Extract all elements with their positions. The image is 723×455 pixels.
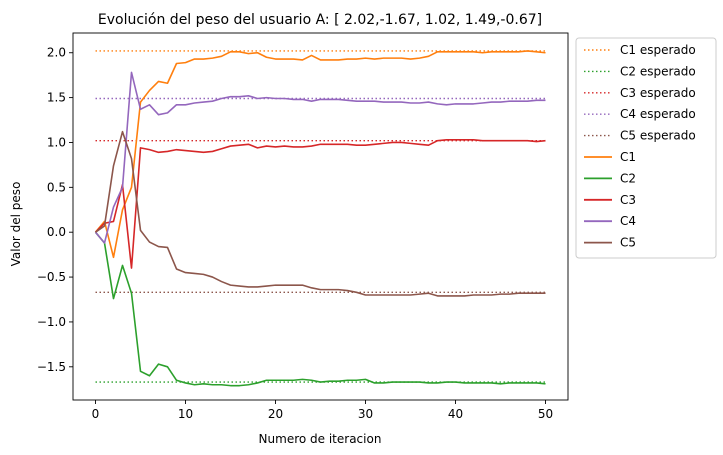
y-tick-label: 2.0 (47, 46, 66, 60)
series-lines (94, 50, 546, 387)
y-tick-label: 1.5 (47, 91, 66, 105)
legend-label: C1 esperado (620, 43, 696, 57)
y-tick-label: −1.5 (37, 360, 66, 374)
series-line-c5 (95, 130, 546, 297)
y-tick-label: 1.0 (47, 135, 66, 149)
x-tick-label: 0 (92, 407, 100, 421)
legend-label: C4 (620, 214, 636, 228)
x-tick-label: 30 (358, 407, 373, 421)
legend-label: C4 esperado (620, 107, 696, 121)
x-tick-label: 10 (178, 407, 193, 421)
x-tick-label: 50 (538, 407, 553, 421)
y-tick-label: 0.5 (47, 180, 66, 194)
y-axis-label: Valor del peso (9, 182, 23, 267)
series-line-c1 (94, 50, 546, 259)
x-tick-label: 20 (268, 407, 283, 421)
series-line-c2 (94, 231, 546, 387)
legend-label: C2 esperado (620, 64, 696, 78)
series-line-c4 (94, 71, 546, 244)
legend-label: C5 (620, 236, 636, 250)
expected-lines (95, 50, 546, 383)
legend-box (575, 37, 717, 259)
legend: C1 esperado C2 esperado C3 esperado C4 espe… (575, 37, 717, 259)
x-tick-label: 40 (448, 407, 463, 421)
legend-label: C3 esperado (620, 86, 696, 100)
legend-label: C3 (620, 193, 636, 207)
y-tick-label: 0.0 (47, 225, 66, 239)
legend-label: C2 (620, 171, 636, 185)
legend-label: C1 (620, 150, 636, 164)
legend-label: C5 esperado (620, 129, 696, 143)
y-axis-ticks: −1.5 −1.0 −0.5 0.0 0.5 1.0 1.5 2.0 (37, 46, 73, 374)
x-axis-ticks: 0 10 20 30 40 50 (92, 400, 553, 421)
series-line-c3 (94, 138, 546, 269)
chart-title: Evolución del peso del usuario A: [ 2.02… (98, 12, 542, 28)
y-tick-label: −1.0 (37, 315, 66, 329)
plot-frame (72, 32, 569, 401)
y-tick-label: −0.5 (37, 270, 66, 284)
x-axis-label: Numero de iteracion (259, 432, 382, 446)
